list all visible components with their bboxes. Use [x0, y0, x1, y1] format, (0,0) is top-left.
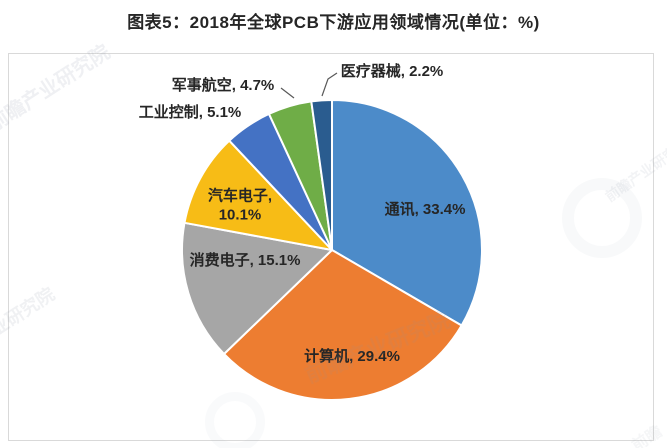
pie-slice-computers — [223, 249, 463, 401]
data-label-military-aerospace: 军事航空, 4.7% — [172, 76, 275, 94]
data-label-industrial-control: 工业控制, 5.1% — [139, 103, 242, 121]
leader-line-military-aerospace — [280, 87, 295, 99]
data-label-consumer-electronics: 消费电子, 15.1% — [190, 251, 301, 269]
pie-slice-communications — [331, 99, 483, 327]
data-label-computers: 计算机, 29.4% — [304, 347, 400, 365]
leader-line-medical-devices — [321, 72, 338, 97]
pie-slice-automotive-electronics — [183, 139, 333, 251]
data-label-communications: 通讯, 33.4% — [385, 201, 466, 218]
plot-area-border — [8, 53, 654, 441]
pie-slice-consumer-electronics — [181, 221, 333, 355]
data-label-automotive-electronics: 汽车电子, 10.1% — [208, 187, 272, 224]
data-label-medical-devices: 医疗器械, 2.2% — [341, 62, 444, 80]
pie-slice-medical-devices — [310, 98, 333, 251]
chart-title: 图表5：2018年全球PCB下游应用领域情况(单位：%) — [127, 13, 540, 32]
